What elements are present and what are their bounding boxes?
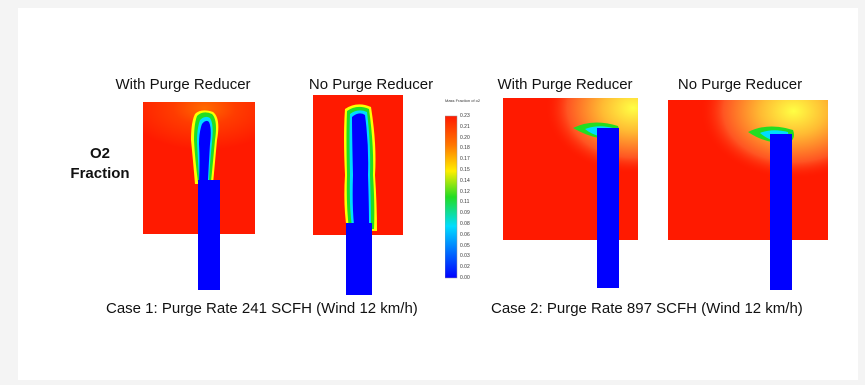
case1-caption: Case 1: Purge Rate 241 SCFH (Wind 12 km/… <box>106 300 418 317</box>
colorbar-tick-label: 0.17 <box>460 156 470 163</box>
row-label-line1: O2 <box>89 145 110 162</box>
colorbar-tick-label: 0.12 <box>460 188 470 195</box>
colorbar-tick-label: 0.21 <box>460 123 470 130</box>
panel-title-case2-with-reducer: With Purge Reducer <box>497 76 633 93</box>
slide: With Purge Reducer No Purge Reducer With… <box>18 8 858 380</box>
purge-stack <box>770 134 792 290</box>
colorbar-tick-label: 0.23 <box>460 113 470 119</box>
colorbar-title: Mass Fraction of o2 <box>445 98 481 103</box>
colorbar-tick-label: 0.18 <box>460 145 470 152</box>
colorbar-tick-label: 0.00 <box>460 275 470 281</box>
colorbar-tick-label: 0.15 <box>460 167 470 173</box>
colorbar: Mass Fraction of o2 0.23 0.21 0.20 0.18 0.17… <box>445 98 480 288</box>
colorbar-tick-label: 0.11 <box>460 199 470 206</box>
purge-stack <box>597 128 619 288</box>
colorbar-tick-label: 0.02 <box>460 264 470 271</box>
purge-stack <box>198 180 220 290</box>
panel-title-case2-no-reducer: No Purge Reducer <box>677 76 803 93</box>
panel-title-case1-with-reducer: With Purge Reducer <box>115 76 251 93</box>
colorbar-tick-label: 0.05 <box>460 242 470 249</box>
colorbar-tick-label: 0.09 <box>460 210 470 217</box>
case2-caption: Case 2: Purge Rate 897 SCFH (Wind 12 km/… <box>491 300 803 317</box>
colorbar-gradient <box>445 115 458 279</box>
row-label-line2: Fraction <box>70 165 130 182</box>
purge-stack <box>346 223 372 295</box>
colorbar-tick-label: 0.14 <box>460 177 470 184</box>
colorbar-tick-label: 0.20 <box>460 134 470 141</box>
colorbar-tick-label: 0.06 <box>460 231 470 238</box>
colorbar-tick-label: 0.03 <box>460 253 470 260</box>
panel-title-case1-no-reducer: No Purge Reducer <box>308 76 434 93</box>
row-label-o2-fraction: O2 Fraction <box>60 144 140 184</box>
cfd-case2-no-reducer <box>668 100 828 290</box>
cfd-case1-with-reducer <box>143 100 255 290</box>
cfd-case1-no-reducer <box>313 95 403 295</box>
cfd-case2-with-reducer <box>503 98 638 288</box>
colorbar-tick-label: 0.08 <box>460 221 470 227</box>
